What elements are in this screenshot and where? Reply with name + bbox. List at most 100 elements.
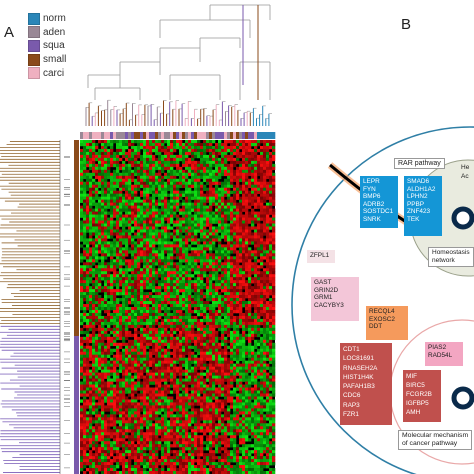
heatmap-cell [110, 274, 114, 278]
heatmap-cell [140, 336, 144, 341]
heatmap-cell [128, 363, 132, 367]
heatmap-cell [149, 211, 153, 215]
heatmap-cell [92, 244, 96, 248]
heatmap-cell [257, 238, 261, 242]
heatmap-cell [158, 268, 162, 272]
heatmap-cell [152, 214, 156, 218]
column-annotation-cell [242, 132, 246, 139]
heatmap-cell [140, 241, 144, 245]
heatmap-cell [110, 220, 114, 224]
heatmap-cell [227, 190, 231, 194]
heatmap-cell [161, 229, 165, 233]
heatmap-cell [248, 184, 252, 189]
heatmap-cell [161, 241, 165, 245]
heatmap-cell [182, 163, 186, 168]
heatmap-cell [203, 327, 207, 332]
heatmap-cell [86, 187, 90, 191]
heatmap-cell [161, 271, 165, 275]
heatmap-cell [185, 196, 189, 200]
heatmap-cell [170, 232, 174, 236]
heatmap-cell [95, 342, 99, 347]
heatmap-cell [101, 193, 105, 197]
heatmap-cell [200, 232, 204, 236]
heatmap-cell [224, 166, 228, 171]
heatmap-cell [257, 178, 261, 183]
heatmap-cell [152, 157, 156, 162]
heatmap-cell [170, 289, 174, 293]
column-annotation-cell [221, 132, 225, 139]
heatmap-cell [92, 295, 96, 299]
heatmap-cell [146, 196, 150, 200]
heatmap-cell [188, 211, 192, 215]
heatmap-cell [179, 226, 183, 230]
heatmap-cell [203, 265, 207, 269]
heatmap-cell [110, 181, 114, 186]
heatmap-cell [167, 348, 171, 353]
heatmap-cell [128, 307, 132, 311]
heatmap-cell [116, 145, 120, 150]
heatmap-cell [143, 286, 147, 290]
heatmap-cell [221, 280, 225, 284]
heatmap-cell [152, 280, 156, 284]
heatmap-cell [176, 241, 180, 245]
heatmap-cell [128, 283, 132, 287]
heatmap-cell [116, 202, 120, 206]
heatmap-cell [239, 274, 243, 278]
heatmap-cell [146, 190, 150, 194]
heatmap-cell [122, 333, 126, 338]
heatmap-cell [155, 157, 159, 162]
heatmap-cell [209, 220, 213, 224]
heatmap-cell [257, 142, 261, 147]
heatmap-cell [230, 238, 234, 242]
heatmap-cell [194, 151, 198, 156]
heatmap-cell [164, 321, 168, 326]
heatmap-cell [86, 142, 90, 147]
heatmap-cell [152, 259, 156, 263]
heatmap-cell [266, 292, 270, 296]
heatmap-cell [218, 354, 222, 358]
heatmap-cell [143, 280, 147, 284]
heatmap-cell [125, 154, 129, 159]
heatmap-cell [119, 187, 123, 191]
heatmap-cell [185, 298, 189, 302]
heatmap-cell [224, 211, 228, 215]
heatmap-cell [128, 339, 132, 344]
heatmap-cell [236, 178, 240, 183]
heatmap-cell [248, 318, 252, 323]
heatmap-cell [215, 363, 219, 367]
heatmap-cell [116, 274, 120, 278]
heatmap-cell [230, 202, 234, 206]
heatmap-cell [188, 336, 192, 341]
heatmap-cell [95, 220, 99, 224]
heatmap-cell [269, 309, 273, 314]
heatmap-cell [107, 354, 111, 358]
heatmap-cell [110, 190, 114, 194]
heatmap-cell [197, 202, 201, 206]
heatmap-cell [260, 351, 264, 356]
legend-label: carci [43, 67, 65, 79]
heatmap-cell [209, 274, 213, 278]
heatmap-cell [254, 205, 258, 209]
heatmap-cell [119, 205, 123, 209]
heatmap-cell [245, 262, 249, 266]
heatmap-cell [164, 351, 168, 356]
heatmap-cell [95, 259, 99, 263]
heatmap-cell [164, 342, 168, 347]
heatmap-cell [92, 196, 96, 200]
heatmap-cell [203, 205, 207, 209]
heatmap-cell [245, 336, 249, 341]
heatmap-cell [209, 283, 213, 287]
heatmap-cell [107, 199, 111, 203]
heatmap-cell [230, 271, 234, 275]
heatmap-cell [83, 309, 87, 314]
heatmap-cell [260, 205, 264, 209]
heatmap-cell [161, 277, 165, 281]
heatmap-cell [83, 214, 87, 218]
heatmap-cell [125, 307, 129, 311]
heatmap-cell [95, 265, 99, 269]
heatmap-cell [122, 160, 126, 165]
heatmap-cell [200, 324, 204, 329]
heatmap-cell [95, 208, 99, 212]
heatmap-cell [170, 312, 174, 317]
heatmap-cell [248, 289, 252, 293]
